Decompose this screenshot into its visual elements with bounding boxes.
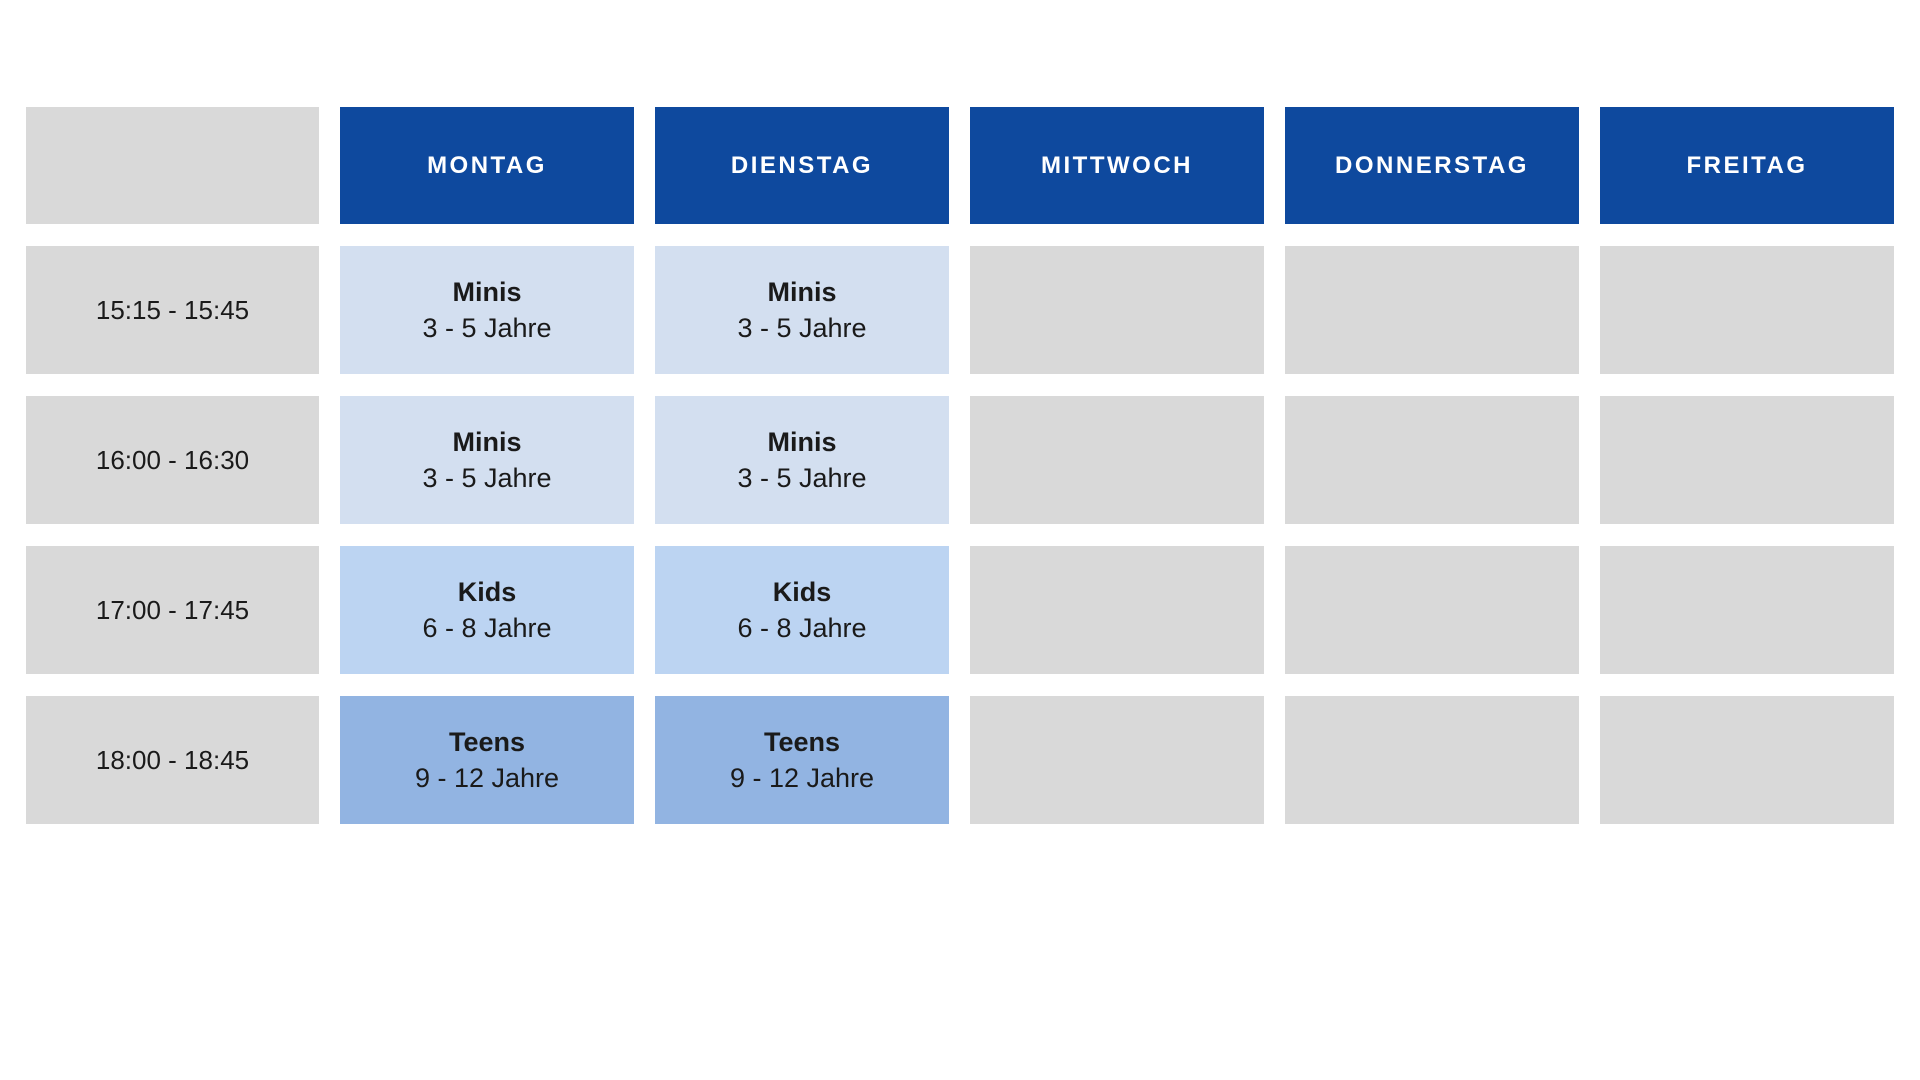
- class-cell-dienstag-teens: Teens 9 - 12 Jahre: [655, 696, 949, 824]
- class-title: Minis: [452, 427, 522, 457]
- day-header-mittwoch: MITTWOCH: [970, 107, 1264, 224]
- schedule-table: MONTAG DIENSTAG MITTWOCH DONNERSTAG FREI…: [26, 107, 1894, 824]
- empty-cell-mittwoch-4: [970, 696, 1264, 824]
- class-cell-montag-teens: Teens 9 - 12 Jahre: [340, 696, 634, 824]
- time-cell-1600: 16:00 - 16:30: [26, 396, 319, 524]
- time-label: 15:15 - 15:45: [95, 294, 250, 325]
- empty-cell-donnerstag-4: [1285, 696, 1579, 824]
- empty-cell-donnerstag-1: [1285, 246, 1579, 374]
- empty-cell-mittwoch-1: [970, 246, 1264, 374]
- empty-cell-mittwoch-2: [970, 396, 1264, 524]
- class-age-range: 3 - 5 Jahre: [737, 463, 867, 493]
- day-header-label: MONTAG: [427, 151, 547, 179]
- class-age-range: 3 - 5 Jahre: [422, 313, 552, 343]
- class-cell-dienstag-minis-1: Minis 3 - 5 Jahre: [655, 246, 949, 374]
- class-title: Teens: [448, 727, 526, 757]
- class-title: Kids: [772, 577, 832, 607]
- class-age-range: 3 - 5 Jahre: [737, 313, 867, 343]
- empty-cell-freitag-1: [1600, 246, 1894, 374]
- time-cell-1700: 17:00 - 17:45: [26, 546, 319, 674]
- class-age-range: 6 - 8 Jahre: [737, 613, 867, 643]
- time-label: 16:00 - 16:30: [95, 444, 250, 475]
- time-cell-1800: 18:00 - 18:45: [26, 696, 319, 824]
- class-title: Minis: [767, 427, 837, 457]
- empty-cell-donnerstag-2: [1285, 396, 1579, 524]
- day-header-freitag: FREITAG: [1600, 107, 1894, 224]
- class-age-range: 9 - 12 Jahre: [414, 763, 560, 793]
- class-title: Minis: [452, 277, 522, 307]
- class-cell-montag-minis-2: Minis 3 - 5 Jahre: [340, 396, 634, 524]
- class-cell-montag-kids: Kids 6 - 8 Jahre: [340, 546, 634, 674]
- empty-cell-freitag-3: [1600, 546, 1894, 674]
- empty-cell-freitag-4: [1600, 696, 1894, 824]
- day-header-dienstag: DIENSTAG: [655, 107, 949, 224]
- class-age-range: 6 - 8 Jahre: [422, 613, 552, 643]
- class-title: Teens: [763, 727, 841, 757]
- class-age-range: 3 - 5 Jahre: [422, 463, 552, 493]
- time-label: 18:00 - 18:45: [95, 744, 250, 775]
- day-header-label: FREITAG: [1686, 151, 1808, 179]
- day-header-label: MITTWOCH: [1041, 151, 1193, 179]
- class-title: Minis: [767, 277, 837, 307]
- time-label: 17:00 - 17:45: [95, 594, 250, 625]
- day-header-label: DONNERSTAG: [1335, 151, 1529, 179]
- class-cell-dienstag-kids: Kids 6 - 8 Jahre: [655, 546, 949, 674]
- day-header-label: DIENSTAG: [730, 151, 874, 179]
- empty-cell-mittwoch-3: [970, 546, 1264, 674]
- class-age-range: 9 - 12 Jahre: [729, 763, 875, 793]
- time-cell-1515: 15:15 - 15:45: [26, 246, 319, 374]
- day-header-montag: MONTAG: [340, 107, 634, 224]
- empty-cell-freitag-2: [1600, 396, 1894, 524]
- class-title: Kids: [457, 577, 517, 607]
- corner-cell: [26, 107, 319, 224]
- class-cell-montag-minis-1: Minis 3 - 5 Jahre: [340, 246, 634, 374]
- day-header-donnerstag: DONNERSTAG: [1285, 107, 1579, 224]
- empty-cell-donnerstag-3: [1285, 546, 1579, 674]
- class-cell-dienstag-minis-2: Minis 3 - 5 Jahre: [655, 396, 949, 524]
